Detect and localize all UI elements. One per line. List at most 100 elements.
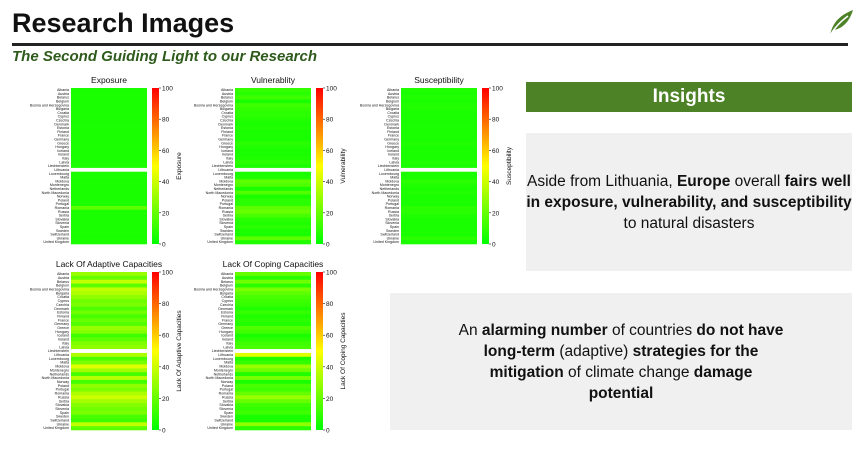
country-label: United Kingdom — [373, 240, 399, 244]
country-label: Romania — [385, 206, 399, 210]
heatmap-cell — [235, 160, 311, 165]
heatmap-cell — [401, 186, 477, 192]
country-label: Montenegro — [214, 368, 233, 372]
country-label: Norway — [57, 195, 69, 199]
colorbar-label: Exposure — [176, 152, 183, 180]
heatmap-cell — [71, 194, 147, 199]
heatmap-cell — [71, 283, 147, 288]
country-label: Luxembourg — [379, 172, 399, 176]
heatmap-cell — [71, 298, 147, 304]
country-label: Czechia — [56, 303, 69, 307]
country-label: Montenegro — [50, 368, 69, 372]
heatmap-susceptibility: Susceptibility AlbaniaAustriaBelarusBelgi… — [360, 75, 513, 249]
country-label: Hungary — [55, 330, 69, 334]
country-label: Cyprus — [58, 115, 70, 119]
country-label: Germany — [384, 138, 399, 142]
heatmap-cell — [235, 314, 311, 319]
heatmap-cell — [401, 110, 477, 115]
country-label: Cyprus — [58, 299, 70, 303]
country-label: Portugal — [220, 202, 234, 206]
heatmap-cell — [71, 179, 147, 184]
heatmap-cell — [235, 186, 311, 192]
heatmap-title: Vulnerablity — [251, 75, 296, 85]
country-label: Liechtenstein — [212, 349, 233, 353]
heatmap-cell — [71, 376, 147, 381]
heatmap-cell — [71, 133, 147, 138]
country-label: Estonia — [221, 311, 233, 315]
country-label: Croatia — [221, 111, 233, 115]
heatmap-cell — [401, 88, 477, 93]
country-label: Luxembourg — [49, 172, 69, 176]
heatmap-cell — [71, 156, 147, 161]
colorbar — [152, 88, 159, 244]
country-label: Estonia — [221, 126, 233, 130]
country-label: Liechtenstein — [48, 349, 69, 353]
colorbar — [482, 88, 489, 244]
heatmap-cell — [235, 221, 311, 226]
heatmap-cell — [235, 333, 311, 338]
country-label: Austria — [222, 276, 233, 280]
country-label: Sweden — [386, 229, 399, 233]
heatmap-cell — [401, 122, 477, 127]
heatmap-cell — [71, 129, 147, 134]
country-label: Sweden — [56, 229, 69, 233]
heatmap-cell — [235, 179, 311, 184]
heatmap-cell — [401, 175, 477, 180]
colorbar-tick: 0 — [162, 242, 166, 249]
country-label: Belarus — [57, 96, 69, 100]
heatmap-cell — [401, 198, 477, 203]
heatmap-cell — [71, 295, 147, 300]
heatmap-cell — [235, 399, 311, 404]
colorbar-tick: 40 — [492, 179, 500, 186]
heatmap-cell — [401, 126, 477, 131]
heatmap-cell — [235, 164, 311, 169]
heatmap-cell — [401, 99, 477, 104]
heatmap-cell — [235, 118, 311, 123]
country-label: Lithuania — [54, 353, 69, 357]
heatmap-cell — [235, 224, 311, 230]
country-label: Netherlands — [50, 187, 70, 191]
colorbar-tick: 0 — [326, 428, 330, 435]
heatmap-cell — [235, 240, 311, 245]
heatmap-cell — [71, 186, 147, 192]
heatmap-cell — [71, 387, 147, 392]
heatmap-cell — [71, 391, 147, 396]
country-label: France — [222, 318, 233, 322]
country-label: Norway — [221, 195, 233, 199]
heatmap-cell — [235, 426, 311, 431]
country-label: Moldova — [55, 179, 69, 183]
country-label: Latvia — [223, 160, 233, 164]
country-label: Austria — [58, 92, 69, 96]
country-label: United Kingdom — [43, 240, 69, 244]
heatmap-cell — [401, 194, 477, 199]
country-label: Ireland — [58, 153, 69, 157]
colorbar — [316, 272, 323, 430]
heatmap-cell — [401, 148, 477, 153]
country-label: Estonia — [57, 126, 69, 130]
heatmap-cell — [235, 298, 311, 304]
heatmap-cell — [235, 345, 311, 350]
heatmap-cell — [71, 221, 147, 226]
heatmap-cell — [71, 379, 147, 385]
country-label: Slovakia — [385, 217, 399, 221]
country-label: Sweden — [220, 415, 233, 419]
colorbar-tick: 0 — [492, 242, 496, 249]
country-label: Iceland — [57, 149, 69, 153]
heatmap-cell — [235, 152, 311, 157]
heatmap-cell — [401, 171, 477, 176]
country-label: Portugal — [56, 388, 70, 392]
heatmap-cell — [71, 383, 147, 388]
country-label: Liechtenstein — [212, 164, 233, 168]
colorbar-tick: 40 — [162, 179, 170, 186]
heatmap-cell — [235, 156, 311, 161]
country-label: Spain — [60, 411, 69, 415]
country-label: Norway — [221, 380, 233, 384]
heatmap-cell — [71, 418, 147, 423]
heatmap-cell — [401, 118, 477, 123]
country-label: Bulgaria — [220, 107, 233, 111]
heatmap-cell — [71, 114, 147, 119]
heatmap-cell — [235, 183, 311, 188]
heatmap-cell — [71, 88, 147, 93]
heatmap-cell — [401, 156, 477, 161]
heatmap-cell — [235, 145, 311, 150]
